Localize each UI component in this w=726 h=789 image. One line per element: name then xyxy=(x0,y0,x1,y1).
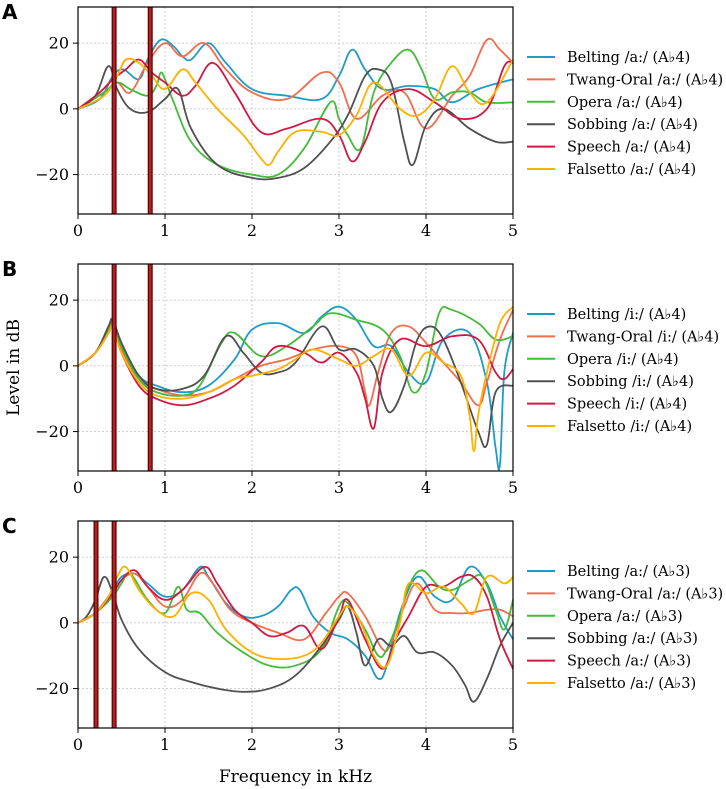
x-tick-label: 5 xyxy=(508,478,518,497)
x-tick-label: 5 xyxy=(508,735,518,754)
legend-label-1: Belting /a:/ (A♭4) xyxy=(567,50,690,66)
series-line-2 xyxy=(78,37,513,130)
panel-letter: A xyxy=(2,0,18,24)
series-line-2 xyxy=(78,309,513,408)
legend-label-2: Twang-Oral /i:/ (A♭4) xyxy=(567,329,719,345)
x-tick-label: 3 xyxy=(334,221,344,240)
legend-label-5: Speech /a:/ (A♭3) xyxy=(567,654,691,670)
legend-label-3: Opera /a:/ (A♭4) xyxy=(567,95,683,111)
y-axis-label: Level in dB xyxy=(4,319,24,416)
x-tick-label: 2 xyxy=(247,735,257,754)
series-line-1 xyxy=(78,565,513,681)
panel-c: C 0 1 2 3 4 5 20 0 −20 Belting /a:/ (A♭3) Twang-Ora… xyxy=(2,514,723,754)
legend-label-6: Falsetto /a:/ (A♭4) xyxy=(567,162,696,178)
legend-label-6: Falsetto /a:/ (A♭3) xyxy=(567,676,696,692)
plot-frame xyxy=(77,520,514,729)
series-group xyxy=(78,305,513,471)
x-tick-label: 4 xyxy=(421,221,431,240)
legend-label-4: Sobbing /a:/ (A♭4) xyxy=(567,117,698,133)
series-line-6 xyxy=(78,565,513,669)
x-tick-label: 1 xyxy=(160,735,170,754)
x-tick-label: 2 xyxy=(247,221,257,240)
legend-label-1: Belting /i:/ (A♭4) xyxy=(567,307,686,323)
legend-label-4: Sobbing /a:/ (A♭3) xyxy=(567,631,698,647)
y-tick-label: 0 xyxy=(59,613,69,632)
series-line-4 xyxy=(78,65,513,181)
series-line-5 xyxy=(78,566,513,670)
legend-label-1: Belting /a:/ (A♭3) xyxy=(567,564,690,580)
legend-label-3: Opera /a:/ (A♭3) xyxy=(567,609,683,625)
legend-label-3: Opera /i:/ (A♭4) xyxy=(567,352,679,368)
y-tick-label: 0 xyxy=(59,356,69,375)
legend-label-6: Falsetto /i:/ (A♭4) xyxy=(567,419,692,435)
x-tick-label: 3 xyxy=(334,735,344,754)
panel-letter: B xyxy=(2,257,17,281)
legend: Belting /a:/ (A♭4) Twang-Oral /a:/ (A♭4) O… xyxy=(527,50,723,178)
legend-label-5: Speech /a:/ (A♭4) xyxy=(567,140,691,156)
y-tick-label: −20 xyxy=(35,679,69,698)
y-tick-label: 20 xyxy=(49,291,69,310)
x-tick-label: 5 xyxy=(508,221,518,240)
x-tick-label: 0 xyxy=(73,735,83,754)
x-tick-label: 1 xyxy=(160,478,170,497)
series-line-4 xyxy=(78,575,513,703)
panel-a: A 0 1 2 3 4 5 20 0 −20 Belting /a:/ (A♭4) Twang-Ora… xyxy=(2,0,723,240)
y-tick-label: −20 xyxy=(35,422,69,441)
legend-label-5: Speech /i:/ (A♭4) xyxy=(567,397,687,413)
legend: Belting /i:/ (A♭4) Twang-Oral /i:/ (A♭4) O… xyxy=(527,307,719,435)
x-tick-label: 2 xyxy=(247,478,257,497)
series-line-6 xyxy=(78,57,513,166)
plot-frame xyxy=(77,6,514,215)
y-tick-label: −20 xyxy=(35,165,69,184)
series-line-4 xyxy=(78,317,513,449)
legend-label-4: Sobbing /i:/ (A♭4) xyxy=(567,374,694,390)
legend-label-2: Twang-Oral /a:/ (A♭3) xyxy=(567,586,723,602)
panel-b: B 0 1 2 3 4 5 20 0 −20 Belting /i:/ (A♭4) Twang-Ora… xyxy=(2,257,719,497)
x-tick-label: 3 xyxy=(334,478,344,497)
y-tick-label: 20 xyxy=(49,34,69,53)
x-tick-label: 4 xyxy=(421,735,431,754)
series-line-5 xyxy=(78,58,513,163)
y-tick-label: 0 xyxy=(59,99,69,118)
panel-letter: C xyxy=(2,514,17,538)
y-tick-label: 20 xyxy=(49,548,69,567)
x-tick-label: 0 xyxy=(73,478,83,497)
series-line-6 xyxy=(78,305,513,453)
legend-label-2: Twang-Oral /a:/ (A♭4) xyxy=(567,72,723,88)
plot-frame xyxy=(77,263,514,472)
series-line-1 xyxy=(78,38,513,110)
x-tick-label: 4 xyxy=(421,478,431,497)
x-axis-label: Frequency in kHz xyxy=(219,767,372,787)
x-tick-label: 0 xyxy=(73,221,83,240)
legend: Belting /a:/ (A♭3) Twang-Oral /a:/ (A♭3) O… xyxy=(527,564,723,692)
series-group xyxy=(78,565,513,703)
x-tick-label: 1 xyxy=(160,221,170,240)
